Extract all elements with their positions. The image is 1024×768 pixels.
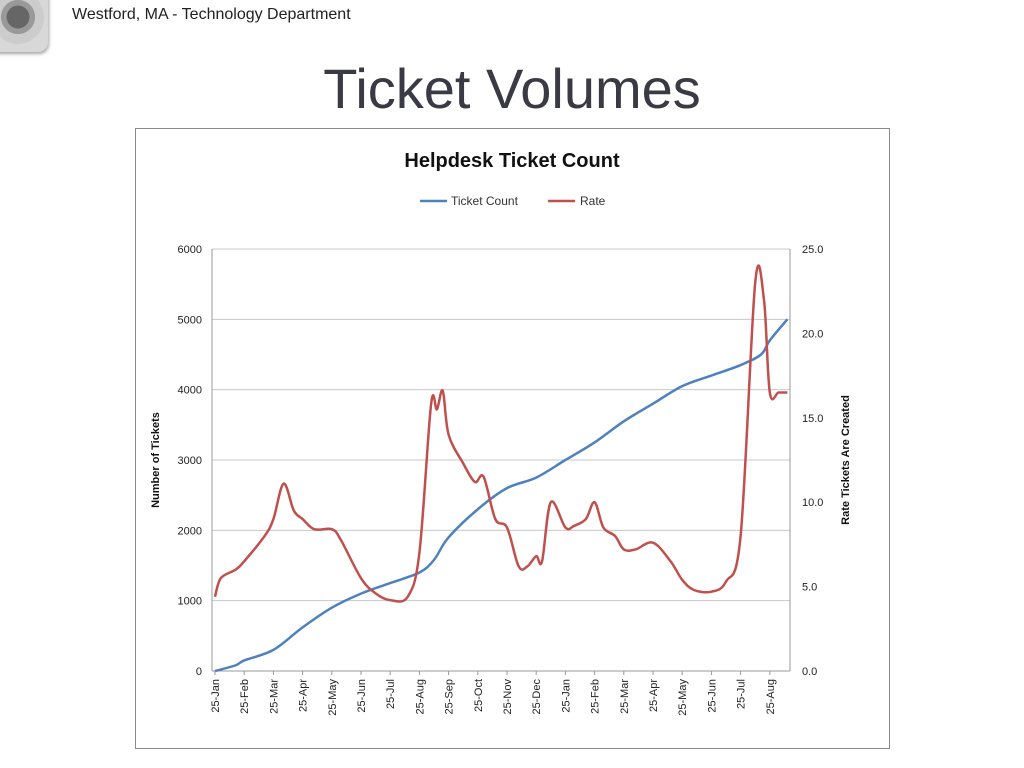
y2-tick-label: 5.0 [802, 582, 817, 594]
x-tick-label: 25-Apr [648, 679, 660, 712]
y-tick-label: 4000 [178, 385, 202, 397]
x-tick-label: 25-Jul [736, 679, 748, 709]
x-tick-label: 25-Jan [560, 679, 572, 713]
x-tick-label: 25-Aug [414, 679, 426, 714]
y2-tick-label: 20.0 [802, 328, 823, 340]
organization-header: Westford, MA - Technology Department [72, 6, 351, 23]
y-tick-label: 1000 [178, 596, 202, 608]
y2-tick-label: 15.0 [802, 413, 823, 425]
y-axis-label: Number of Tickets [150, 412, 162, 508]
x-tick-label: 25-May [677, 679, 689, 716]
x-tick-label: 25-Oct [473, 679, 485, 712]
town-seal-logo [0, 0, 48, 52]
y2-axis-label: Rate Tickets Are Created [840, 395, 852, 525]
y2-tick-label: 0.0 [802, 666, 817, 678]
x-tick-label: 25-Dec [531, 679, 543, 715]
x-tick-label: 25-Jun [356, 679, 368, 713]
slide-title: Ticket Volumes [323, 57, 701, 120]
x-tick-label: 25-Mar [268, 679, 280, 714]
x-tick-label: 25-Jan [210, 679, 222, 713]
x-tick-label: 25-Aug [765, 679, 777, 714]
x-tick-label: 25-Jun [706, 679, 718, 713]
y-tick-label: 0 [196, 666, 202, 678]
legend-ticket-count: Ticket Count [451, 194, 519, 208]
chart-title: Helpdesk Ticket Count [404, 150, 620, 172]
x-tick-label: 25-Feb [590, 679, 602, 714]
x-tick-label: 25-May [327, 679, 339, 716]
y-tick-label: 6000 [178, 244, 202, 256]
x-tick-label: 25-Apr [298, 679, 310, 712]
x-tick-label: 25-Sep [444, 679, 456, 714]
y-tick-label: 5000 [178, 314, 202, 326]
y-tick-label: 3000 [178, 455, 202, 467]
x-tick-label: 25-Feb [239, 679, 251, 714]
series-line-rate [213, 264, 788, 603]
x-tick-label: 25-Mar [619, 679, 631, 714]
legend-rate: Rate [580, 194, 606, 208]
chart-frame [135, 128, 890, 749]
y-tick-label: 2000 [178, 525, 202, 537]
y2-tick-label: 25.0 [802, 244, 823, 256]
series-line-ticket-count [214, 318, 789, 673]
x-tick-label: 25-Jul [385, 679, 397, 709]
x-tick-label: 25-Nov [502, 679, 514, 715]
y2-tick-label: 10.0 [802, 497, 823, 509]
